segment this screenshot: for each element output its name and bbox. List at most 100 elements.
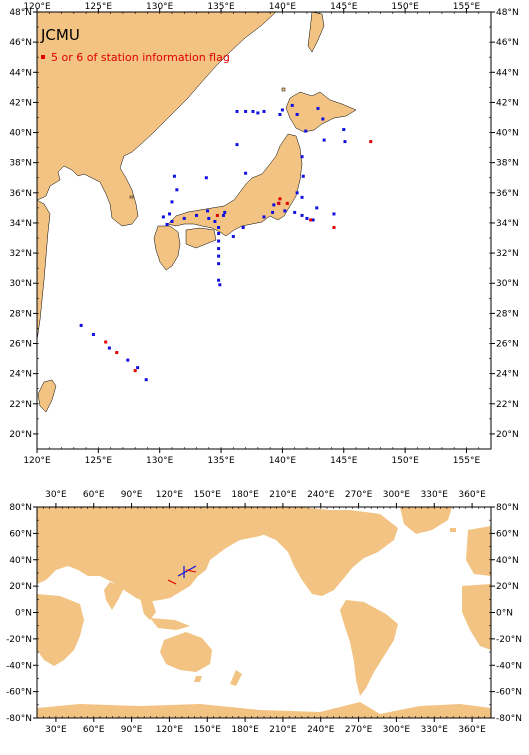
blue-station bbox=[161, 215, 165, 219]
lat-tick-label-right: 28°N bbox=[496, 309, 519, 319]
lon-tick-label-top: 125°E bbox=[85, 2, 113, 12]
blue-station-markers bbox=[79, 103, 347, 382]
blue-station bbox=[293, 210, 297, 214]
lat-tick-label-right: 38°N bbox=[496, 159, 519, 169]
lon-tick-label-top: 210°E bbox=[269, 490, 297, 500]
lon-tick-label-top: 135°E bbox=[207, 2, 235, 12]
lon-tick-label-top: 150°E bbox=[194, 490, 222, 500]
lat-tick-label-right: 60°N bbox=[496, 529, 519, 539]
blue-station bbox=[79, 323, 83, 327]
lat-tick-label-left: 40°N bbox=[9, 129, 32, 139]
blue-station bbox=[262, 215, 266, 219]
regional-map: 120°E 120°E 125°E 125°E 130°E 130°E 135°E 135°E… bbox=[9, 2, 518, 466]
blue-station bbox=[305, 216, 309, 220]
lat-tick-label-left: 48°N bbox=[9, 8, 32, 18]
lat-tick-label-right: -60°N bbox=[496, 688, 522, 698]
lon-tick-label-bottom: 360°E bbox=[458, 725, 486, 735]
blue-station bbox=[244, 171, 248, 175]
world-map: 30°E 30°E 60°E 60°E 90°E 90°E 120°E 120°E 150°E 1… bbox=[6, 490, 522, 735]
regional-map-frame bbox=[36, 11, 492, 450]
blue-station bbox=[182, 216, 186, 220]
blue-station bbox=[231, 235, 235, 239]
blue-station bbox=[256, 111, 260, 115]
lat-tick-label-right: 80°N bbox=[496, 503, 519, 513]
red-station bbox=[133, 369, 137, 373]
lon-tick-label-bottom: 150°E bbox=[194, 725, 222, 735]
blue-station bbox=[195, 213, 199, 217]
lat-tick-label-right: 42°N bbox=[496, 98, 519, 108]
world-map-land bbox=[37, 507, 491, 718]
lon-tick-label-top: 155°E bbox=[453, 2, 481, 12]
blue-station bbox=[165, 222, 169, 226]
lon-tick-label-top: 180°E bbox=[231, 490, 259, 500]
blue-station bbox=[217, 254, 221, 258]
lat-tick-label-right: 34°N bbox=[496, 219, 519, 229]
blue-station bbox=[321, 117, 325, 121]
lat-tick-label-left: 26°N bbox=[9, 340, 32, 350]
blue-station bbox=[217, 262, 221, 266]
lon-tick-label-bottom: 150°E bbox=[391, 456, 419, 466]
lat-tick-label-left: 24°N bbox=[9, 370, 32, 380]
lon-tick-label-bottom: 120°E bbox=[23, 456, 51, 466]
lat-tick-label-left: 0°N bbox=[15, 609, 32, 619]
blue-station bbox=[235, 143, 239, 147]
world-station-markers bbox=[167, 565, 197, 585]
blue-station bbox=[311, 218, 315, 222]
world-station-line bbox=[177, 565, 197, 577]
lon-tick-label-top: 60°E bbox=[83, 490, 105, 500]
regional-map-ticks: 120°E 120°E 125°E 125°E 130°E 130°E 135°E 135°E… bbox=[9, 2, 518, 466]
blue-station bbox=[295, 191, 299, 195]
lon-tick-label-top: 360°E bbox=[458, 490, 486, 500]
lon-tick-label-bottom: 210°E bbox=[269, 725, 297, 735]
lon-tick-label-top: 90°E bbox=[121, 490, 143, 500]
blue-station bbox=[283, 209, 287, 213]
lat-tick-label-left: 36°N bbox=[9, 189, 32, 199]
lon-tick-label-bottom: 60°E bbox=[83, 725, 105, 735]
blue-station bbox=[290, 103, 294, 107]
blue-station bbox=[301, 174, 305, 178]
lat-tick-label-left: -40°N bbox=[6, 661, 32, 671]
lon-tick-label-top: 145°E bbox=[330, 2, 358, 12]
lon-tick-label-bottom: 140°E bbox=[269, 456, 297, 466]
blue-station bbox=[343, 140, 347, 144]
blue-station bbox=[322, 138, 326, 142]
lat-tick-label-right: 44°N bbox=[496, 68, 519, 78]
lat-tick-label-left: -20°N bbox=[6, 635, 32, 645]
lat-tick-label-right: 20°N bbox=[496, 430, 519, 440]
blue-station bbox=[223, 210, 227, 214]
regional-map-land bbox=[37, 12, 357, 413]
lon-tick-label-top: 330°E bbox=[421, 490, 449, 500]
lat-tick-label-right: 26°N bbox=[496, 340, 519, 350]
lon-tick-label-top: 120°E bbox=[23, 2, 51, 12]
world-station-line bbox=[185, 569, 197, 573]
blue-station bbox=[170, 219, 174, 223]
blue-station bbox=[300, 195, 304, 199]
blue-station bbox=[244, 109, 248, 113]
lon-tick-label-bottom: 330°E bbox=[421, 725, 449, 735]
lat-tick-label-right: 20°N bbox=[496, 582, 519, 592]
lat-tick-label-right: 40°N bbox=[496, 129, 519, 139]
blue-station bbox=[217, 225, 221, 229]
red-station bbox=[215, 213, 219, 217]
lon-tick-label-top: 120°E bbox=[156, 490, 184, 500]
blue-station bbox=[206, 209, 210, 213]
lon-tick-label-top: 130°E bbox=[146, 2, 174, 12]
blue-station bbox=[172, 174, 176, 178]
lon-tick-label-bottom: 145°E bbox=[330, 456, 358, 466]
lat-tick-label-left: 46°N bbox=[9, 38, 32, 48]
blue-station bbox=[332, 212, 336, 216]
lat-tick-label-right: 46°N bbox=[496, 38, 519, 48]
lat-tick-label-left: 80°N bbox=[9, 503, 32, 513]
lat-tick-label-right: 30°N bbox=[496, 279, 519, 289]
lat-tick-label-left: 20°N bbox=[9, 582, 32, 592]
lon-tick-label-bottom: 135°E bbox=[207, 456, 235, 466]
lat-tick-label-left: 28°N bbox=[9, 309, 32, 319]
lon-tick-label-bottom: 130°E bbox=[146, 456, 174, 466]
blue-station bbox=[342, 128, 346, 132]
blue-station bbox=[91, 332, 95, 336]
blue-station bbox=[304, 129, 308, 133]
blue-station bbox=[175, 188, 179, 192]
lat-tick-label-left: 42°N bbox=[9, 98, 32, 108]
red-station bbox=[285, 201, 289, 205]
